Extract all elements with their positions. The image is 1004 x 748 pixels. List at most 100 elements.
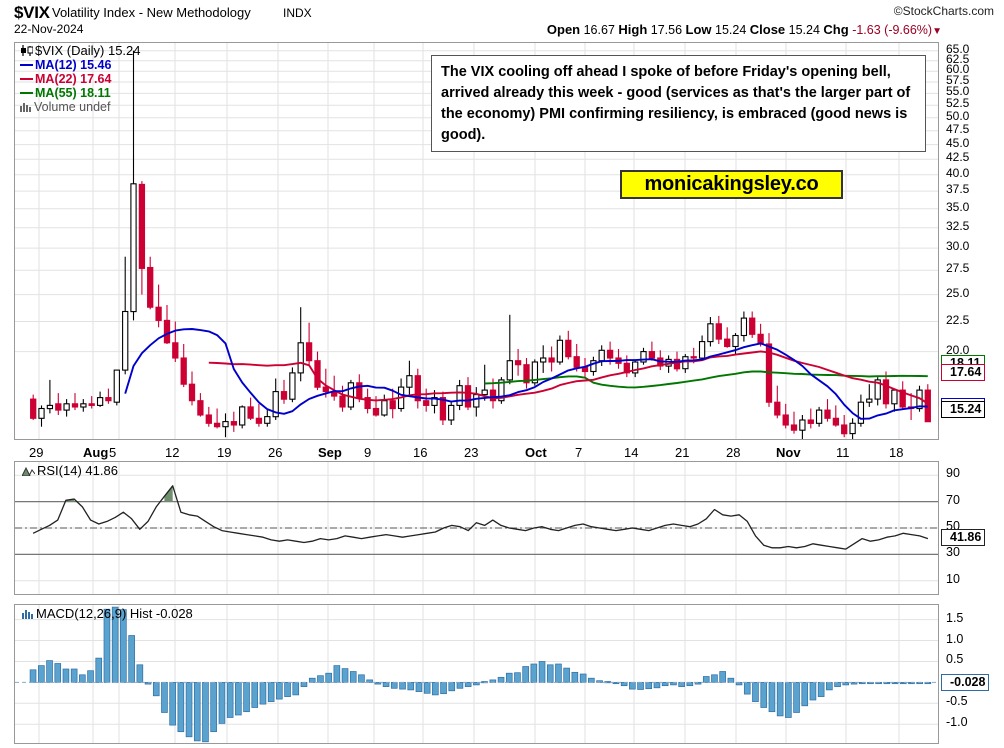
date-axis-tick: 19 (217, 445, 232, 460)
rsi-legend-label: RSI(14) 41.86 (37, 463, 118, 478)
price-axis-tick: 40.0 (946, 165, 970, 180)
quote-bar: Open 16.67 High 17.56 Low 15.24 Close 15… (547, 22, 942, 37)
symbol-name: Volatility Index - New Methodology (52, 5, 251, 20)
price-axis-tick: 52.5 (946, 96, 970, 111)
price-axis-tick: 37.5 (946, 182, 970, 197)
stockcharts-watermark: ©StockCharts.com (894, 4, 994, 18)
high-label: High (618, 22, 648, 37)
price-axis-tick: 42.5 (946, 150, 970, 165)
rsi-value-badge: 41.86 (941, 528, 986, 546)
date-axis-tick: Aug (83, 445, 109, 460)
macd-axis-tick: -1.0 (946, 715, 968, 730)
rsi-axis-tick: 30 (946, 545, 960, 560)
price-axis-tick: 60.0 (946, 62, 970, 77)
rsi-chart-svg (15, 462, 938, 594)
price-axis-tick: 65.0 (946, 41, 970, 56)
stockcharts-source-label: StockCharts.com (902, 4, 994, 18)
legend-row-main: $VIX (Daily) 15.24 (20, 44, 141, 58)
price-axis-tick: 30.0 (946, 239, 970, 254)
legend-row-ma12: MA(12) 15.46 (20, 58, 141, 72)
date-axis-tick: 12 (165, 445, 180, 460)
price-axis-tick: 45.0 (946, 135, 970, 150)
price-axis-tick: 20.0 (946, 342, 970, 357)
legend-ma22-label: MA(22) 17.64 (35, 72, 112, 86)
date-axis-tick: 7 (575, 445, 583, 460)
high-value: 17.56 (650, 23, 683, 37)
price-legend: $VIX (Daily) 15.24 MA(12) 15.46 MA(22) 1… (20, 44, 141, 114)
ma55-line-icon (20, 92, 33, 94)
date-axis-tick: 23 (464, 445, 479, 460)
copyright-icon: © (893, 4, 903, 18)
legend-volume-label: Volume undef (34, 100, 111, 114)
price-axis-tick: 32.5 (946, 218, 970, 233)
open-label: Open (546, 22, 581, 37)
price-axis-tick: 57.5 (946, 73, 970, 88)
date-axis-tick: 26 (268, 445, 283, 460)
annotation-text: The VIX cooling off ahead I spoke of bef… (441, 64, 911, 143)
close-label: Close (749, 22, 786, 37)
date-axis-tick: 16 (413, 445, 428, 460)
rsi-axis-tick: 10 (946, 571, 960, 586)
price-axis-tick: 55.0 (946, 84, 970, 99)
author-watermark: monicakingsley.co (620, 170, 843, 199)
macd-axis-tick: 1.5 (946, 610, 964, 625)
ma22-line-icon (20, 78, 33, 80)
price-axis-tick: 35.0 (946, 199, 970, 214)
ma12-line-icon (20, 64, 33, 66)
legend-main-label: $VIX (Daily) 15.24 (35, 43, 141, 58)
close-value: 15.24 (788, 23, 820, 37)
date-axis-tick: 28 (726, 445, 741, 460)
last-price-badge: 15.24 (941, 401, 986, 418)
chart-date: 22-Nov-2024 (14, 22, 84, 36)
rsi-chart-panel[interactable] (14, 461, 939, 595)
date-axis-tick: 9 (364, 445, 372, 460)
macd-axis-tick: 1.0 (946, 631, 964, 646)
open-value: 16.67 (583, 23, 615, 37)
legend-ma55-label: MA(55) 18.11 (35, 86, 111, 100)
macd-chart-panel[interactable] (14, 604, 939, 744)
legend-row-ma55: MA(55) 18.11 (20, 86, 141, 100)
macd-value-badge: -0.028 (941, 673, 990, 691)
date-axis-tick: 18 (889, 445, 904, 460)
legend-row-volume: Volume undef (20, 100, 141, 114)
date-axis-tick: Nov (776, 445, 801, 460)
chg-label: Chg (823, 22, 849, 37)
low-label: Low (685, 22, 712, 37)
volume-bars-icon (20, 102, 32, 112)
date-axis-tick: 14 (624, 445, 639, 460)
macd-axis-tick: 0.5 (946, 652, 964, 667)
author-watermark-text: monicakingsley.co (644, 173, 819, 195)
price-axis-tick: 47.5 (946, 121, 970, 136)
down-triangle-icon: ▼ (932, 26, 942, 37)
rsi-axis-tick: 70 (946, 492, 960, 507)
low-value: 15.24 (715, 23, 747, 37)
histogram-icon (22, 609, 34, 619)
macd-chart-svg (15, 605, 938, 743)
legend-ma12-label: MA(12) 15.46 (35, 58, 112, 72)
candlestick-icon (20, 45, 33, 56)
macd-axis-tick: -0.5 (946, 694, 968, 709)
macd-legend-label: MACD(12,26,9) Hist -0.028 (36, 606, 193, 621)
rsi-axis-tick: 90 (946, 466, 960, 481)
date-axis-tick: 11 (836, 445, 850, 460)
price-axis-tick: 62.5 (946, 51, 970, 66)
price-axis-tick: 50.0 (946, 108, 970, 123)
date-axis-tick: 21 (675, 445, 690, 460)
macd-legend: MACD(12,26,9) Hist -0.028 (22, 607, 193, 621)
date-axis-tick: Oct (525, 445, 547, 460)
price-axis-tick: 25.0 (946, 285, 970, 300)
price-axis-tick: 22.5 (946, 312, 970, 327)
date-axis-tick: 29 (29, 445, 44, 460)
symbol-ticker: $VIX (14, 3, 50, 22)
symbol-exchange: INDX (283, 6, 312, 20)
ma22-price-badge: 17.64 (941, 364, 986, 381)
legend-row-ma22: MA(22) 17.64 (20, 72, 141, 86)
date-axis-tick: Sep (318, 445, 342, 460)
rsi-legend: RSI(14) 41.86 (22, 464, 118, 478)
annotation-note-box: The VIX cooling off ahead I spoke of bef… (431, 55, 926, 152)
chart-header: $VIX Volatility Index - New Methodology … (0, 0, 1004, 40)
date-axis-tick: 5 (109, 445, 117, 460)
price-axis-tick: 27.5 (946, 261, 970, 276)
chg-value: -1.63 (-9.66%) (852, 23, 933, 37)
